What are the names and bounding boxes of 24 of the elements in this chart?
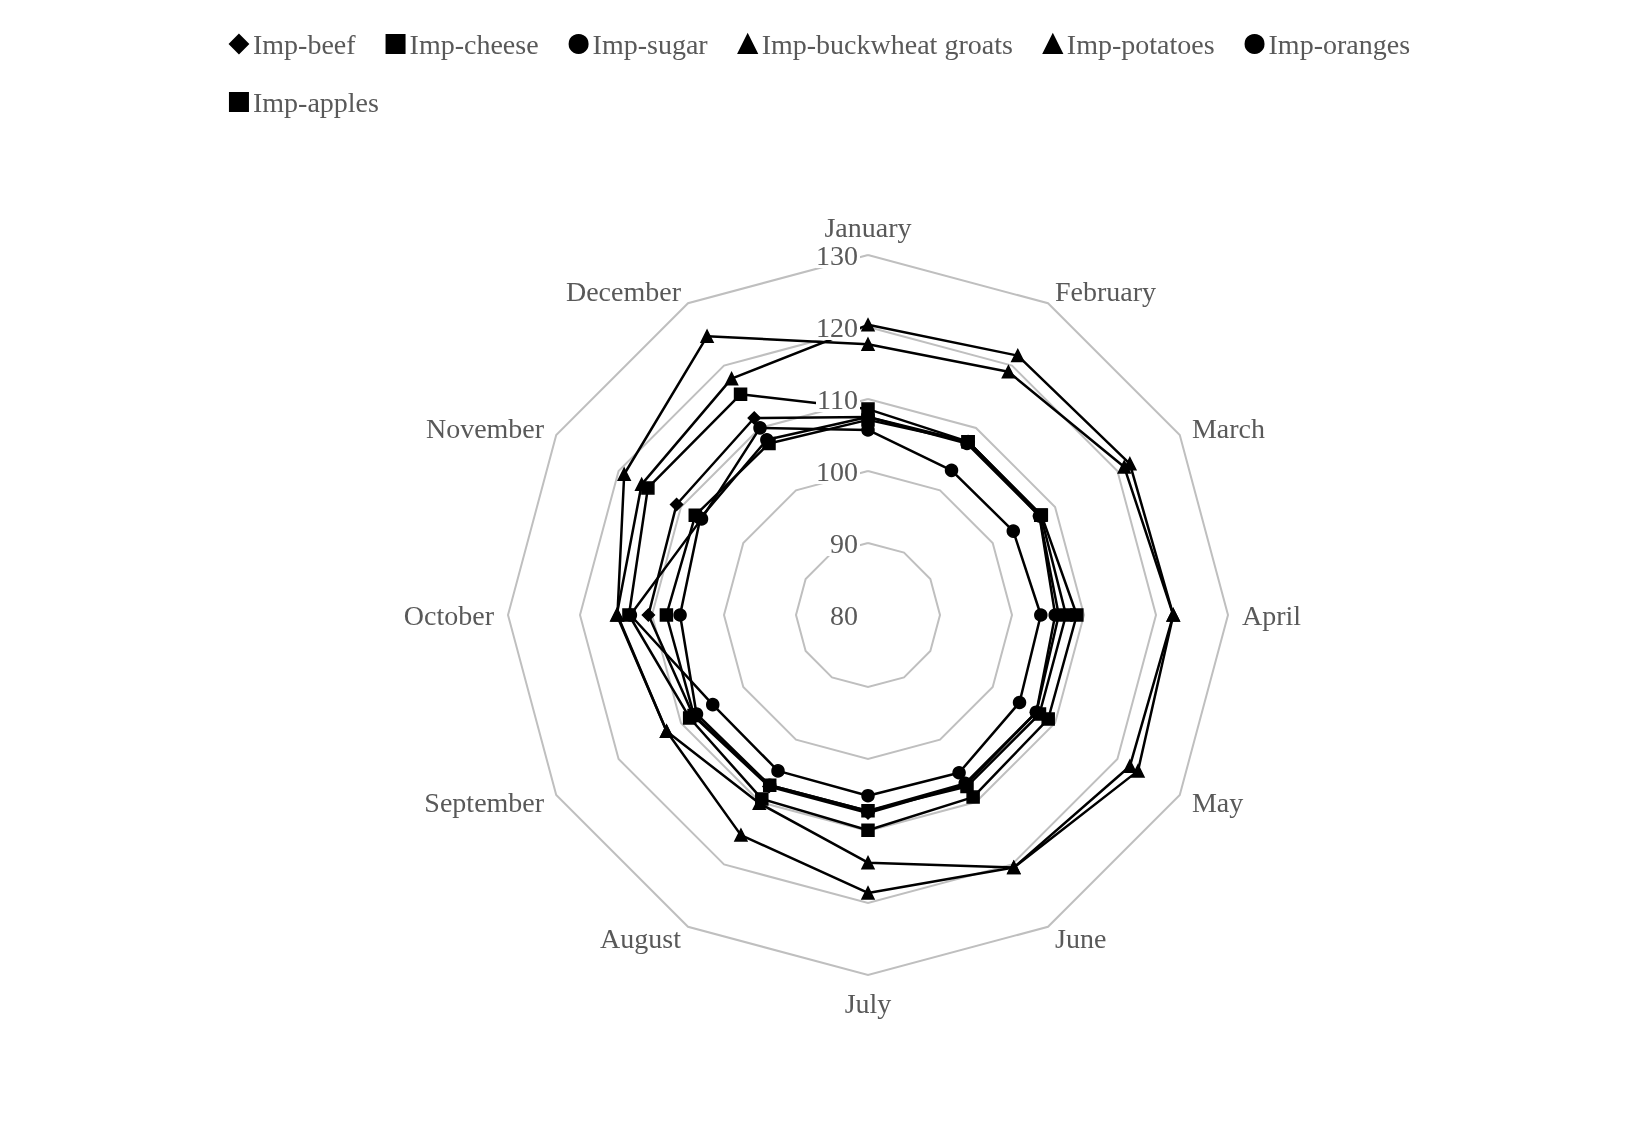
legend-label: Imp-buckwheat groats [761,28,1013,60]
spoke-label: September [424,786,545,818]
legend-label: Imp-oranges [1268,28,1411,60]
spoke-label: March [1191,412,1265,444]
spoke-label: August [600,923,682,955]
spoke-label: July [844,987,892,1019]
legend-label: Imp-potatoes [1066,28,1215,60]
spoke-label: April [1242,599,1302,631]
spoke-label: June [1055,923,1107,955]
spoke-label: May [1191,786,1244,818]
legend-label: Imp-sugar [592,28,709,60]
legend-label: Imp-apples [252,86,379,118]
y-tick-label: 120 [816,311,858,343]
legend-label: Imp-cheese [409,28,539,60]
spoke-label: December [565,275,682,307]
y-tick-label: 100 [816,455,858,487]
y-tick-label: 80 [830,599,858,631]
y-tick-label: 110 [817,383,858,415]
spoke-label: February [1055,275,1157,307]
y-tick-label: 90 [830,527,858,559]
spoke-label: November [425,412,545,444]
y-tick-label: 130 [816,239,858,271]
spoke-label: October [403,599,495,631]
legend-label: Imp-beef [252,28,357,60]
